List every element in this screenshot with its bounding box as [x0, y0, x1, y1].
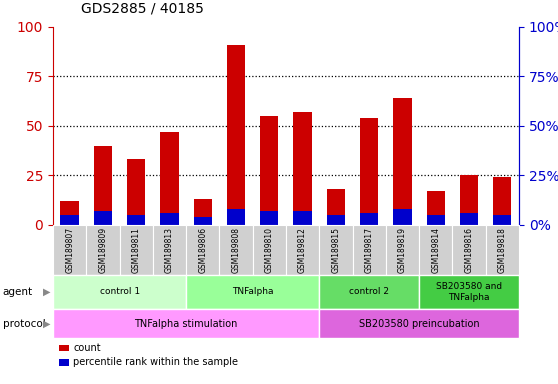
Text: TNFalpha: TNFalpha — [232, 287, 273, 296]
Text: ▶: ▶ — [42, 287, 50, 297]
Bar — [227, 209, 245, 225]
Bar — [493, 215, 512, 225]
Text: agent: agent — [3, 287, 33, 297]
Text: GSM189810: GSM189810 — [265, 227, 274, 273]
Bar — [493, 177, 512, 225]
Bar — [227, 45, 245, 225]
Text: SB203580 preincubation: SB203580 preincubation — [359, 318, 479, 329]
Bar — [194, 199, 212, 225]
Text: control 1: control 1 — [99, 287, 140, 296]
Bar — [160, 213, 179, 225]
Text: GSM189806: GSM189806 — [198, 227, 207, 273]
Bar — [393, 98, 412, 225]
Text: TNFalpha stimulation: TNFalpha stimulation — [134, 318, 238, 329]
Text: count: count — [73, 343, 101, 353]
Text: ▶: ▶ — [42, 318, 50, 329]
Bar — [94, 146, 112, 225]
Bar — [460, 213, 478, 225]
Bar — [94, 211, 112, 225]
Text: GSM189813: GSM189813 — [165, 227, 174, 273]
Bar — [294, 211, 312, 225]
Text: GSM189811: GSM189811 — [132, 227, 141, 273]
Bar — [127, 215, 146, 225]
Bar — [194, 217, 212, 225]
Text: GSM189808: GSM189808 — [232, 227, 240, 273]
Text: protocol: protocol — [3, 318, 46, 329]
Bar — [260, 211, 278, 225]
Text: SB203580 and
TNFalpha: SB203580 and TNFalpha — [436, 282, 502, 301]
Bar — [460, 175, 478, 225]
Bar — [426, 215, 445, 225]
Text: percentile rank within the sample: percentile rank within the sample — [73, 358, 238, 367]
Bar — [327, 215, 345, 225]
Text: GSM189819: GSM189819 — [398, 227, 407, 273]
Bar — [294, 112, 312, 225]
Text: GSM189815: GSM189815 — [331, 227, 340, 273]
Bar — [260, 116, 278, 225]
Bar — [160, 132, 179, 225]
Bar — [60, 215, 79, 225]
Bar — [393, 209, 412, 225]
Text: GSM189816: GSM189816 — [464, 227, 474, 273]
Bar — [360, 118, 378, 225]
Bar — [327, 189, 345, 225]
Text: GSM189812: GSM189812 — [298, 227, 307, 273]
Text: GSM189818: GSM189818 — [498, 227, 507, 273]
Text: GSM189807: GSM189807 — [65, 227, 74, 273]
Text: GSM189814: GSM189814 — [431, 227, 440, 273]
Bar — [426, 191, 445, 225]
Bar — [127, 159, 146, 225]
Text: GSM189817: GSM189817 — [365, 227, 374, 273]
Bar — [60, 201, 79, 225]
Bar — [360, 213, 378, 225]
Text: control 2: control 2 — [349, 287, 389, 296]
Text: GDS2885 / 40185: GDS2885 / 40185 — [81, 2, 204, 15]
Text: GSM189809: GSM189809 — [98, 227, 108, 273]
